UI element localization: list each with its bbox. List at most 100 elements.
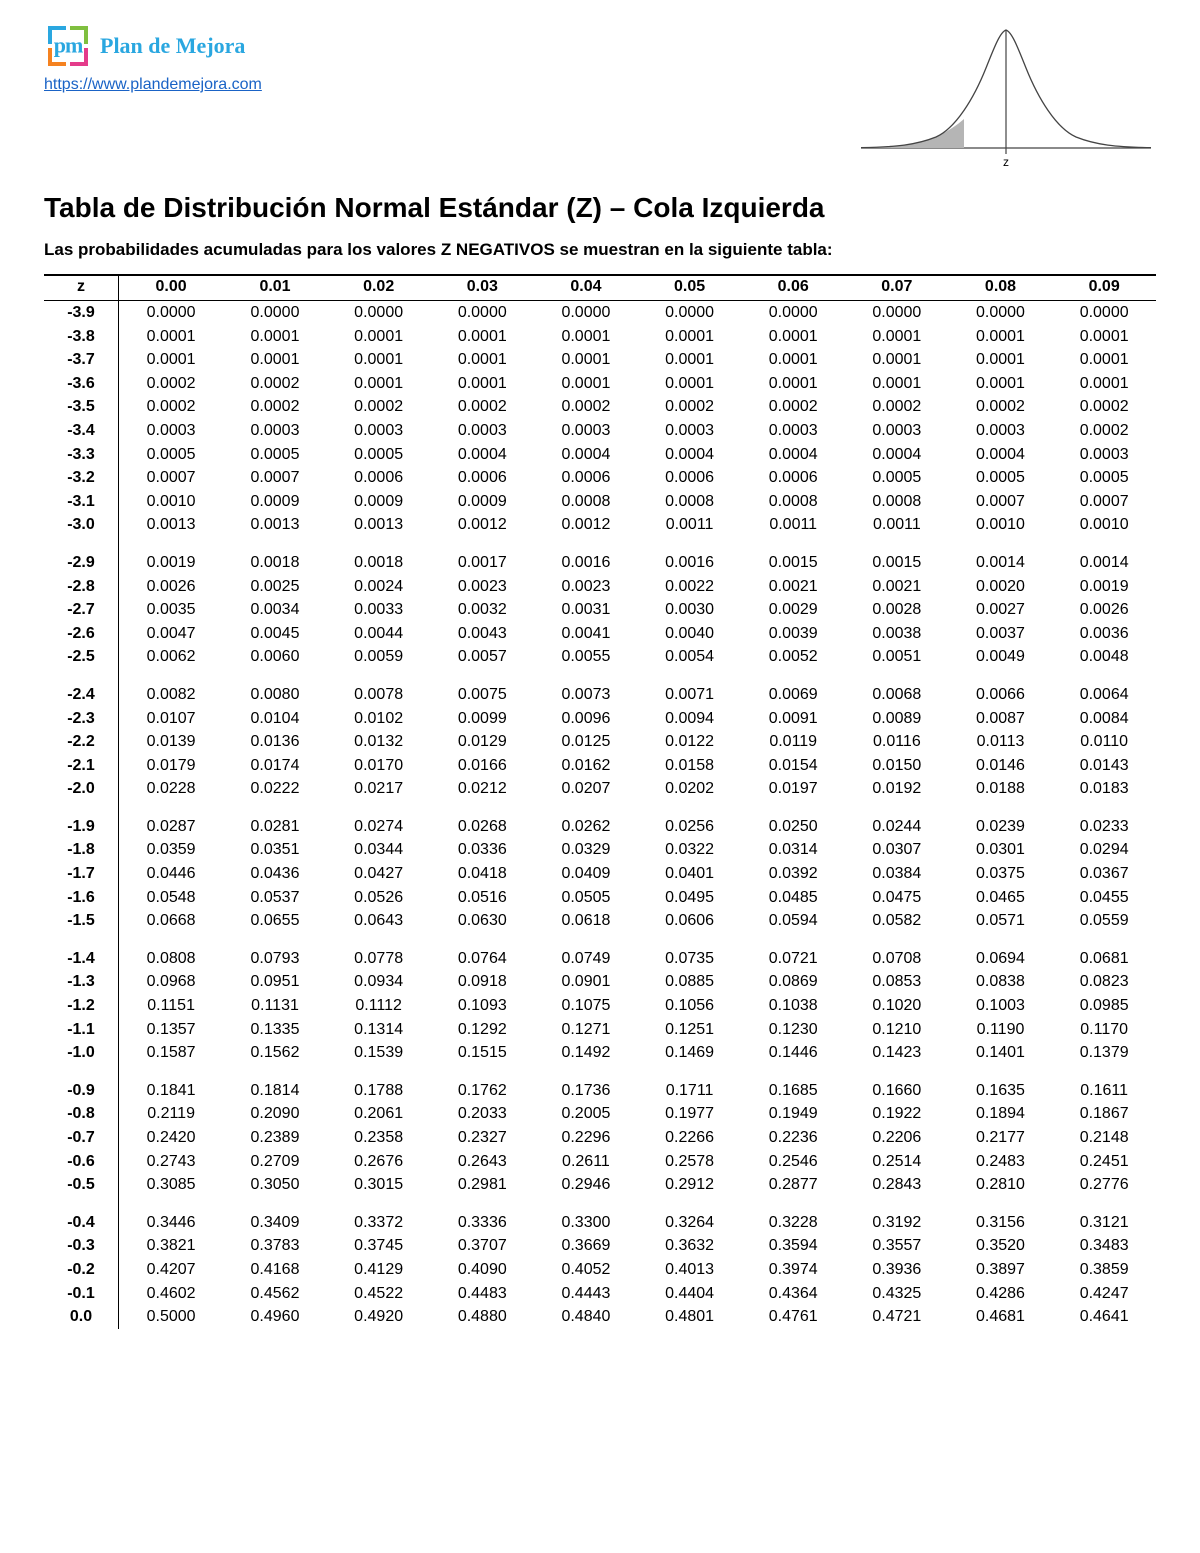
value-cell: 0.2877 — [741, 1173, 845, 1197]
z-label-cell: -1.4 — [44, 947, 119, 971]
value-cell: 0.0217 — [327, 777, 431, 801]
value-cell: 0.3228 — [741, 1211, 845, 1235]
value-cell: 0.0005 — [327, 443, 431, 467]
table-row: -3.10.00100.00090.00090.00090.00080.0008… — [44, 490, 1156, 514]
value-cell: 0.0239 — [949, 815, 1053, 839]
value-cell: 0.2177 — [949, 1126, 1053, 1150]
value-cell: 0.0548 — [119, 886, 224, 910]
value-cell: 0.0005 — [845, 466, 949, 490]
value-cell: 0.1711 — [638, 1079, 742, 1103]
value-cell: 0.0015 — [845, 551, 949, 575]
value-cell: 0.0901 — [534, 970, 638, 994]
value-cell: 0.4090 — [430, 1258, 534, 1282]
value-cell: 0.3707 — [430, 1234, 534, 1258]
value-cell: 0.0392 — [741, 862, 845, 886]
value-cell: 0.0022 — [638, 575, 742, 599]
z-table-header-row: z0.000.010.020.030.040.050.060.070.080.0… — [44, 275, 1156, 301]
value-cell: 0.0003 — [430, 419, 534, 443]
value-cell: 0.0495 — [638, 886, 742, 910]
value-cell: 0.0294 — [1052, 838, 1156, 862]
z-label-cell: -3.3 — [44, 443, 119, 467]
table-row: -1.90.02870.02810.02740.02680.02620.0256… — [44, 815, 1156, 839]
value-cell: 0.0001 — [741, 325, 845, 349]
value-cell: 0.0007 — [119, 466, 224, 490]
value-cell: 0.0001 — [949, 325, 1053, 349]
value-cell: 0.0113 — [949, 730, 1053, 754]
group-gap-row — [44, 1065, 1156, 1079]
table-row: -1.20.11510.11310.11120.10930.10750.1056… — [44, 994, 1156, 1018]
value-cell: 0.4880 — [430, 1305, 534, 1329]
value-cell: 0.1515 — [430, 1041, 534, 1065]
value-cell: 0.4801 — [638, 1305, 742, 1329]
value-cell: 0.0028 — [845, 598, 949, 622]
value-cell: 0.0011 — [741, 513, 845, 537]
value-cell: 0.0000 — [327, 301, 431, 325]
value-cell: 0.0516 — [430, 886, 534, 910]
value-cell: 0.0018 — [327, 551, 431, 575]
value-cell: 0.0039 — [741, 622, 845, 646]
value-cell: 0.0708 — [845, 947, 949, 971]
value-cell: 0.0002 — [223, 395, 327, 419]
value-cell: 0.0038 — [845, 622, 949, 646]
header: pm Plan de Mejora https://www.plandemejo… — [44, 22, 1156, 168]
value-cell: 0.3783 — [223, 1234, 327, 1258]
value-cell: 0.4681 — [949, 1305, 1053, 1329]
value-cell: 0.0455 — [1052, 886, 1156, 910]
value-cell: 0.2810 — [949, 1173, 1053, 1197]
value-cell: 0.0003 — [949, 419, 1053, 443]
value-cell: 0.1093 — [430, 994, 534, 1018]
value-cell: 0.0001 — [1052, 325, 1156, 349]
value-cell: 0.2578 — [638, 1150, 742, 1174]
value-cell: 0.4721 — [845, 1305, 949, 1329]
value-cell: 0.4364 — [741, 1282, 845, 1306]
value-cell: 0.1379 — [1052, 1041, 1156, 1065]
value-cell: 0.3050 — [223, 1173, 327, 1197]
value-cell: 0.0202 — [638, 777, 742, 801]
table-row: -0.40.34460.34090.33720.33360.33000.3264… — [44, 1211, 1156, 1235]
value-cell: 0.0021 — [845, 575, 949, 599]
value-cell: 0.0179 — [119, 754, 224, 778]
value-cell: 0.3015 — [327, 1173, 431, 1197]
table-row: -0.60.27430.27090.26760.26430.26110.2578… — [44, 1150, 1156, 1174]
value-cell: 0.3821 — [119, 1234, 224, 1258]
value-cell: 0.4129 — [327, 1258, 431, 1282]
brand-link[interactable]: https://www.plandemejora.com — [44, 76, 262, 94]
value-cell: 0.0001 — [741, 348, 845, 372]
value-cell: 0.0004 — [845, 443, 949, 467]
value-cell: 0.0007 — [1052, 490, 1156, 514]
value-cell: 0.4960 — [223, 1305, 327, 1329]
value-cell: 0.0012 — [430, 513, 534, 537]
value-cell: 0.0002 — [1052, 395, 1156, 419]
table-row: -3.70.00010.00010.00010.00010.00010.0001… — [44, 348, 1156, 372]
z-label-cell: -3.4 — [44, 419, 119, 443]
value-cell: 0.0004 — [534, 443, 638, 467]
value-cell: 0.3156 — [949, 1211, 1053, 1235]
value-cell: 0.3974 — [741, 1258, 845, 1282]
value-cell: 0.3936 — [845, 1258, 949, 1282]
brand-name: Plan de Mejora — [100, 33, 245, 59]
value-cell: 0.0003 — [845, 419, 949, 443]
value-cell: 0.0146 — [949, 754, 1053, 778]
value-cell: 0.0041 — [534, 622, 638, 646]
group-gap-row — [44, 537, 1156, 551]
value-cell: 0.0409 — [534, 862, 638, 886]
value-cell: 0.0003 — [327, 419, 431, 443]
value-cell: 0.0207 — [534, 777, 638, 801]
value-cell: 0.1660 — [845, 1079, 949, 1103]
value-cell: 0.1271 — [534, 1018, 638, 1042]
value-cell: 0.0001 — [534, 348, 638, 372]
z-label-cell: -2.0 — [44, 777, 119, 801]
value-cell: 0.0035 — [119, 598, 224, 622]
value-cell: 0.1867 — [1052, 1102, 1156, 1126]
value-cell: 0.1075 — [534, 994, 638, 1018]
value-cell: 0.0301 — [949, 838, 1053, 862]
value-cell: 0.0001 — [949, 372, 1053, 396]
value-cell: 0.0104 — [223, 707, 327, 731]
value-cell: 0.0055 — [534, 645, 638, 669]
value-cell: 0.0005 — [119, 443, 224, 467]
value-cell: 0.0250 — [741, 815, 845, 839]
value-cell: 0.0075 — [430, 683, 534, 707]
value-cell: 0.3745 — [327, 1234, 431, 1258]
value-cell: 0.2420 — [119, 1126, 224, 1150]
value-cell: 0.4562 — [223, 1282, 327, 1306]
